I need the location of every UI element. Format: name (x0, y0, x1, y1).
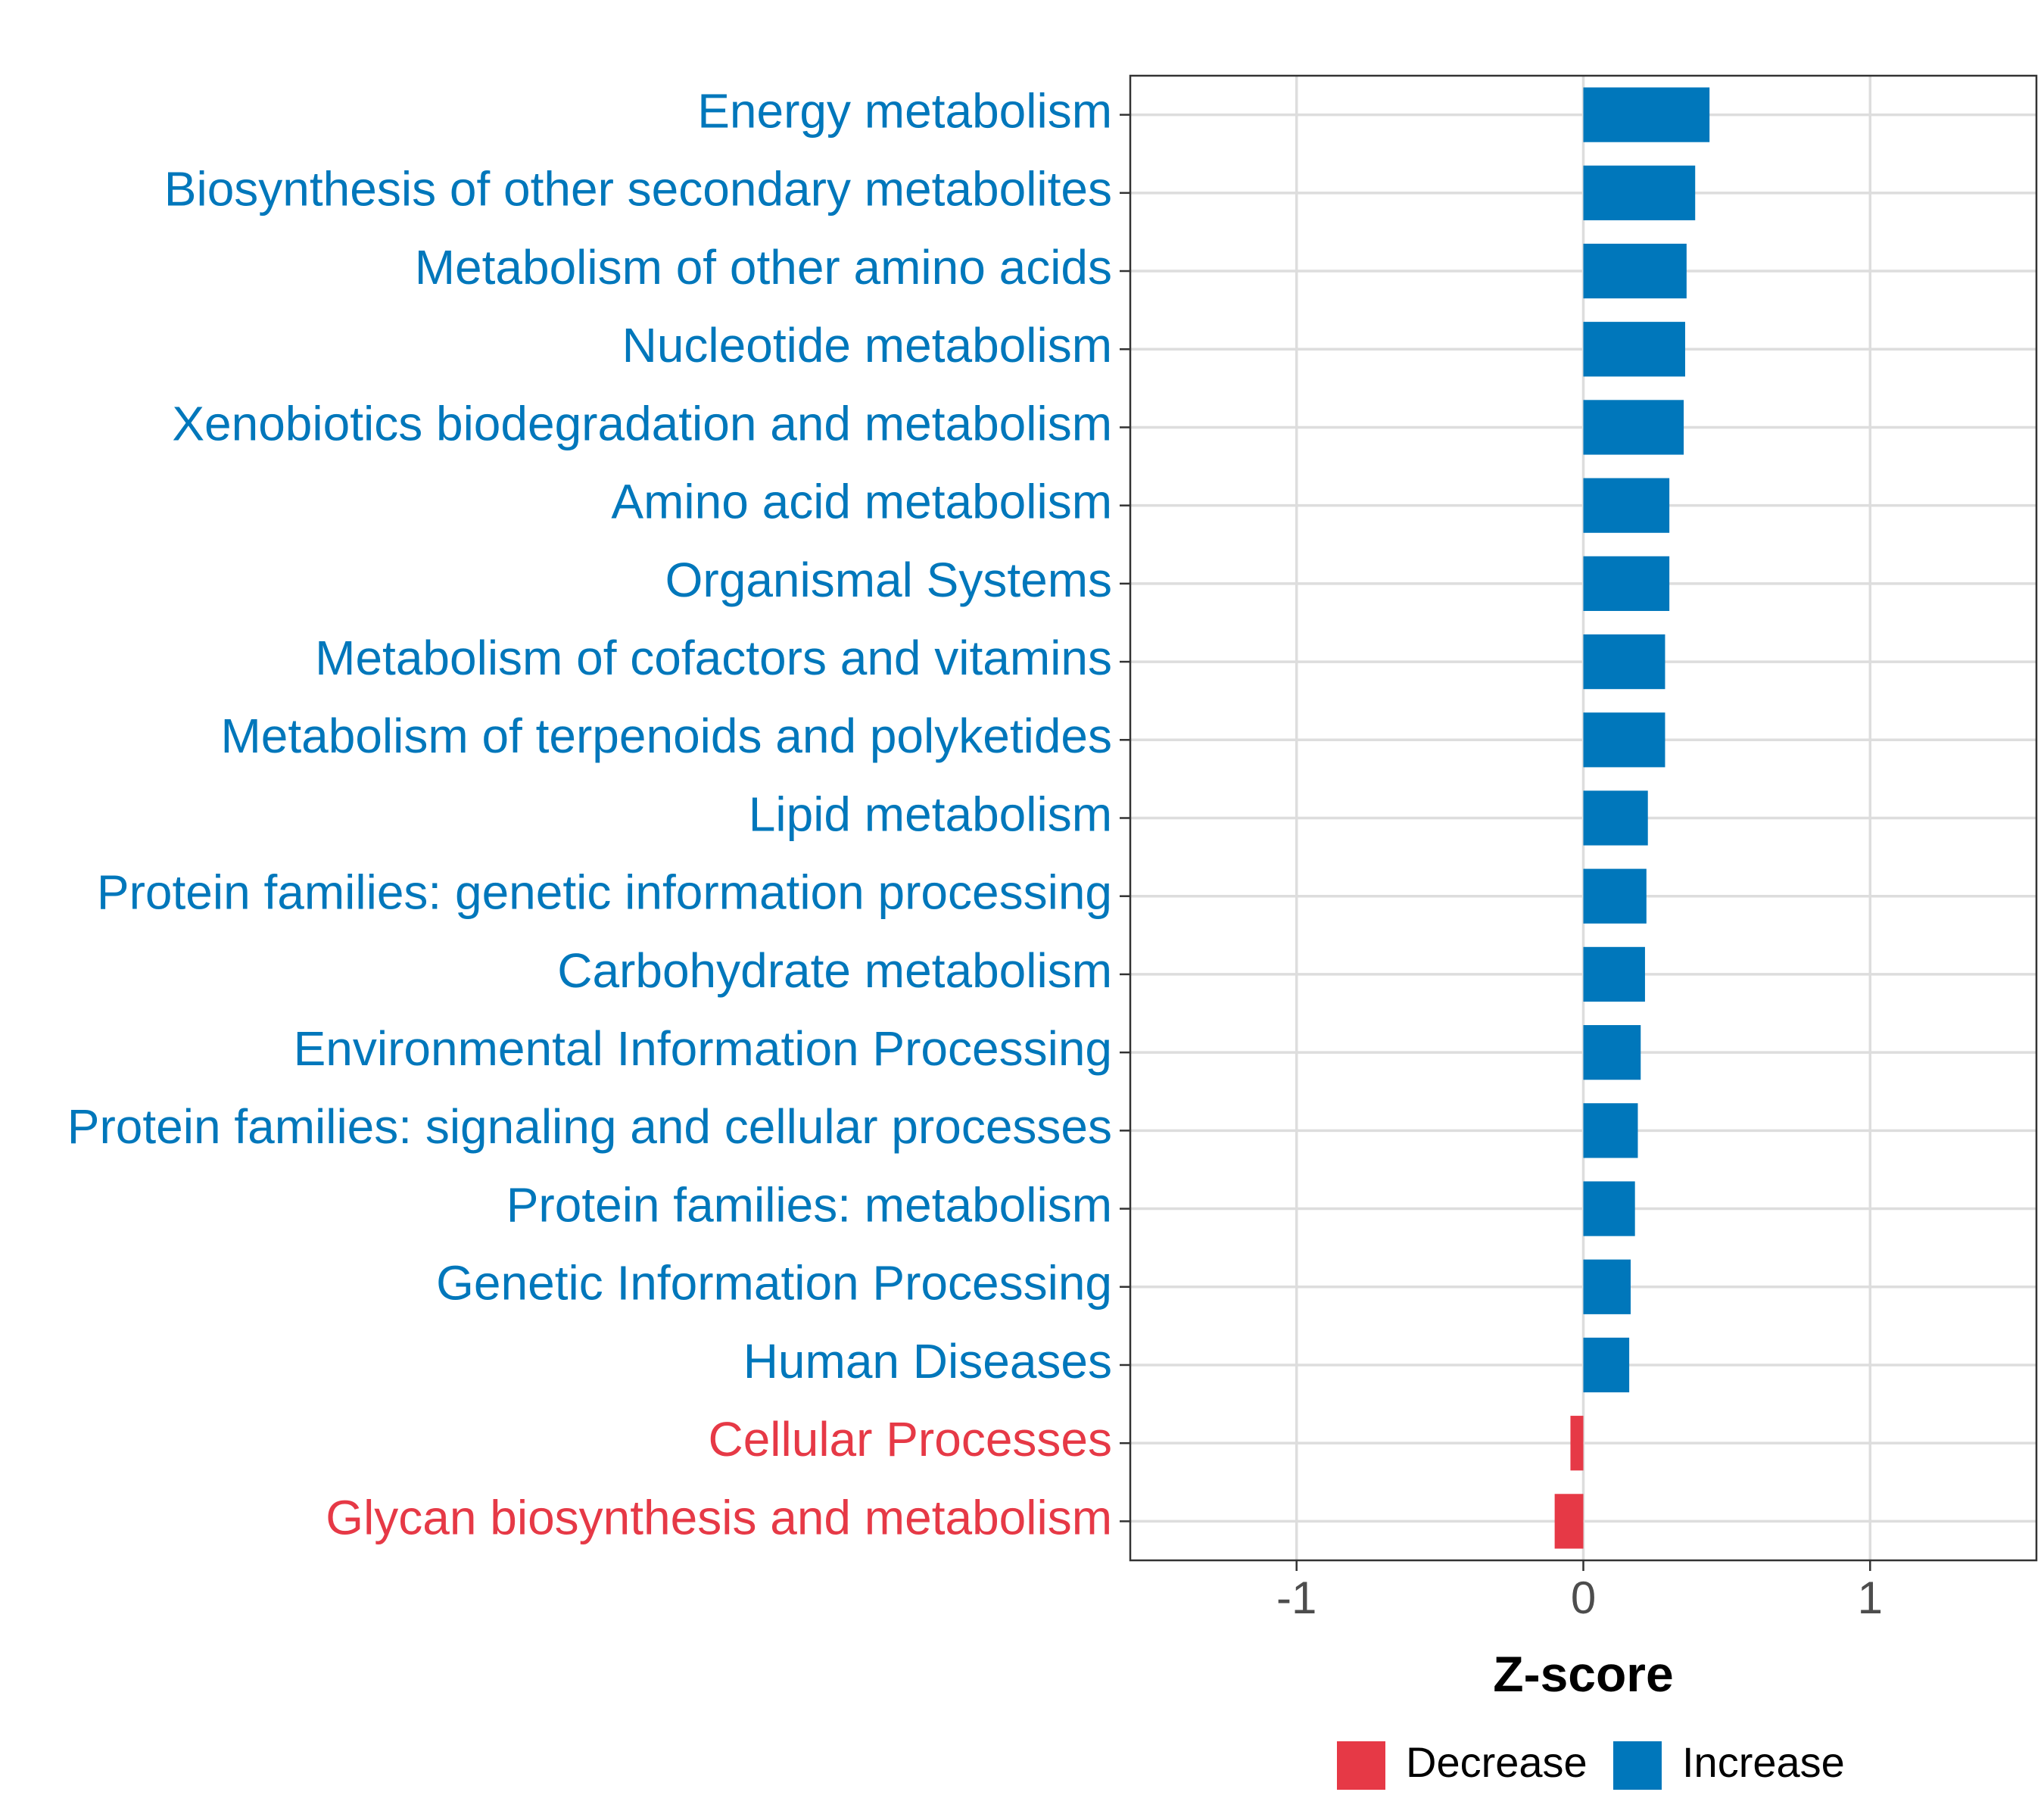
bar (1583, 946, 1645, 1002)
y-tick-label: Nucleotide metabolism (622, 318, 1112, 372)
bar-layer (1554, 87, 1710, 1549)
x-tick-label: 1 (1858, 1572, 1883, 1623)
ytick-layer (1120, 114, 1130, 1522)
bar (1583, 1181, 1635, 1236)
y-tick-label: Xenobiotics biodegradation and metabolis… (172, 396, 1112, 450)
bar (1583, 400, 1684, 455)
legend-swatch-decrease (1337, 1741, 1385, 1790)
legend-swatch-increase (1613, 1741, 1662, 1790)
x-axis-title: Z-score (1493, 1646, 1673, 1702)
x-tick-label: -1 (1276, 1572, 1316, 1623)
y-tick-label: Energy metabolism (697, 84, 1112, 139)
bar (1583, 243, 1687, 299)
bar (1554, 1494, 1584, 1549)
bar (1583, 712, 1665, 768)
bar (1583, 556, 1670, 611)
y-tick-label: Protein families: signaling and cellular… (67, 1099, 1112, 1154)
x-tick-label: 0 (1571, 1572, 1596, 1623)
y-tick-label: Genetic Information Processing (436, 1256, 1112, 1311)
bar (1583, 1025, 1641, 1080)
bar (1583, 868, 1647, 924)
y-tick-labels: Energy metabolism Biosynthesis of other s… (67, 84, 1112, 1545)
y-tick-label: Cellular Processes (708, 1412, 1112, 1466)
y-tick-label: Metabolism of other amino acids (415, 240, 1112, 295)
legend: Decrease Increase (1337, 1738, 1845, 1790)
y-tick-label: Biosynthesis of other secondary metaboli… (164, 162, 1112, 217)
legend-label-increase: Increase (1682, 1738, 1845, 1786)
legend-label-decrease: Decrease (1406, 1738, 1588, 1786)
y-tick-label: Lipid metabolism (749, 787, 1112, 841)
y-tick-label: Protein families: metabolism (506, 1177, 1112, 1232)
y-tick-label: Glycan biosynthesis and metabolism (326, 1490, 1112, 1544)
y-tick-label: Environmental Information Processing (294, 1021, 1112, 1076)
bar (1583, 478, 1670, 533)
y-tick-label: Amino acid metabolism (611, 475, 1112, 529)
bar (1583, 634, 1665, 690)
bar (1583, 1103, 1638, 1158)
x-ticks: -1 0 1 (1276, 1560, 1883, 1623)
bar (1583, 322, 1685, 377)
bar (1583, 87, 1710, 142)
y-tick-label: Organismal Systems (665, 553, 1112, 607)
bar (1570, 1416, 1584, 1471)
bar (1583, 1259, 1631, 1314)
bar (1583, 165, 1696, 220)
y-tick-label: Human Diseases (743, 1334, 1112, 1388)
y-tick-label: Metabolism of cofactors and vitamins (315, 631, 1112, 685)
y-tick-label: Protein families: genetic information pr… (97, 865, 1112, 920)
bar (1583, 790, 1648, 846)
y-tick-label: Carbohydrate metabolism (557, 943, 1112, 998)
y-tick-label: Metabolism of terpenoids and polyketides (220, 709, 1112, 763)
bar (1583, 1337, 1630, 1393)
